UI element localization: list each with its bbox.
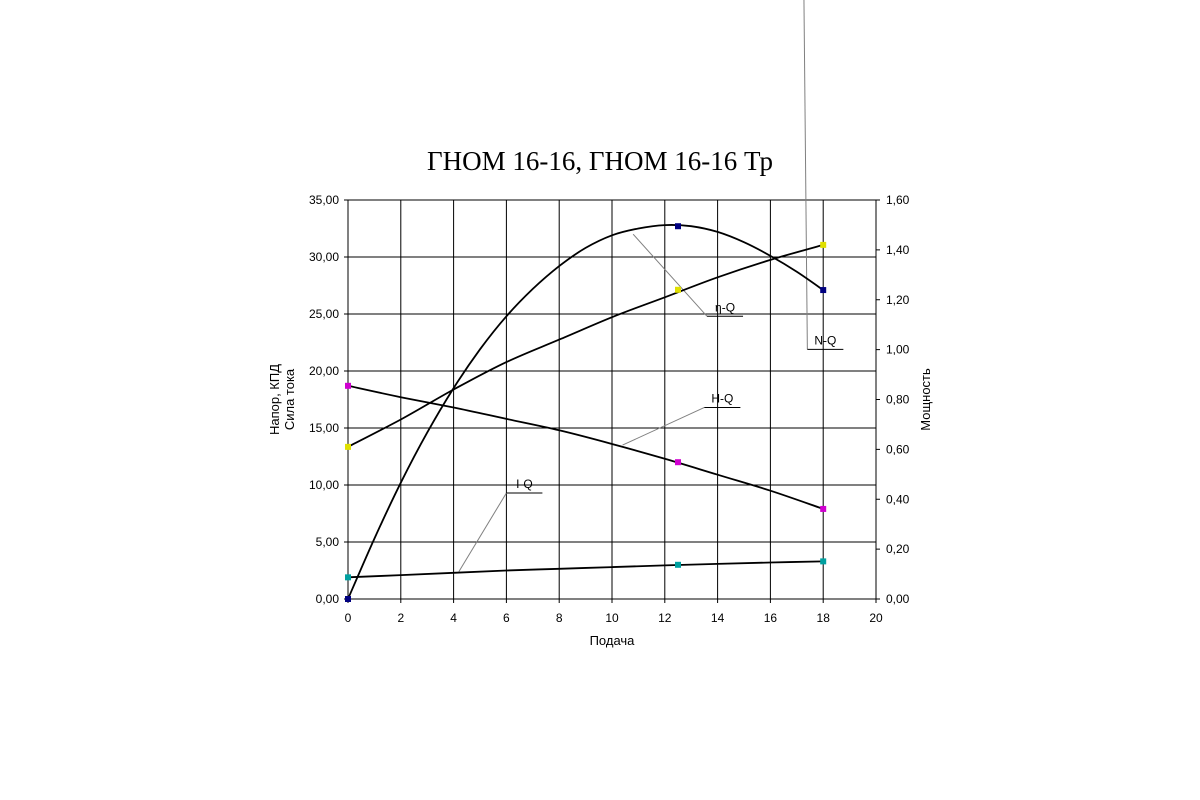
series-line-n-q: [347, 244, 824, 448]
y-right-tick-label: 1,20: [886, 293, 910, 307]
y-left-tick-label: 35,00: [309, 193, 339, 207]
y-left-axis-title-line1: Напор, КПД: [267, 364, 282, 435]
x-axis-title: Подача: [590, 633, 636, 648]
chart-title: ГНОМ 16-16, ГНОМ 16-16 Тр: [427, 146, 773, 176]
y-right-tick-label: 0,60: [886, 442, 910, 456]
y-right-tick-label: 1,00: [886, 343, 910, 357]
leader-line-h-q: [622, 407, 705, 446]
data-point-h-q: [820, 505, 827, 512]
x-tick-label: 0: [345, 611, 352, 625]
data-point-eta-q: [345, 596, 351, 602]
y-left-tick-label: 5,00: [316, 535, 340, 549]
y-right-tick-label: 0,40: [886, 492, 910, 506]
x-tick-label: 18: [817, 611, 831, 625]
series-curves: [347, 224, 824, 600]
x-tick-label: 20: [869, 611, 883, 625]
y-left-tick-label: 15,00: [309, 421, 339, 435]
x-tick-label: 10: [605, 611, 619, 625]
y-right-tick-label: 1,60: [886, 193, 910, 207]
data-point-i-q: [675, 561, 681, 568]
grid: [348, 200, 876, 599]
x-tick-label: 2: [397, 611, 404, 625]
x-tick-label: 16: [764, 611, 778, 625]
series-line-eta-q: [347, 224, 824, 600]
y-left-tick-label: 20,00: [309, 364, 339, 378]
curve-label-n-q: N-Q: [814, 333, 836, 347]
data-point-n-q: [820, 241, 827, 248]
y-left-axis-title-line2: Сила тока: [282, 368, 297, 430]
y-left-tick-label: 30,00: [309, 250, 339, 264]
y-right-tick-label: 1,40: [886, 243, 910, 257]
y-right-tick-label: 0,20: [886, 542, 910, 556]
data-point-eta-q: [820, 287, 827, 294]
series-line-h-q: [347, 384, 824, 510]
y-left-tick-label: 0,00: [316, 592, 340, 606]
data-point-n-q: [345, 443, 351, 450]
data-point-h-q: [675, 459, 681, 466]
y-right-tick-label: 0,80: [886, 393, 910, 407]
series-markers: [345, 223, 827, 602]
series-line-i-q: [347, 560, 824, 579]
x-tick-label: 4: [450, 611, 457, 625]
data-point-n-q: [675, 286, 681, 293]
tick-labels: 0 2 4 6 8 10 12 14 16 18 200,005,0010,0015,0020,00…: [309, 193, 910, 625]
data-point-h-q: [345, 382, 351, 389]
data-point-i-q: [345, 574, 351, 581]
curve-labels: η-Q N-Q H-Q I-Q: [516, 300, 836, 491]
y-left-tick-label: 25,00: [309, 307, 339, 321]
y-right-tick-label: 0,00: [886, 592, 910, 606]
curve-label-h-q: H-Q: [711, 391, 733, 405]
leader-line-eta-q: [632, 233, 708, 317]
x-tick-label: 14: [711, 611, 725, 625]
leader-lines: [458, 0, 844, 572]
curve-label-eta-q: η-Q: [715, 300, 735, 314]
leader-line-i-q: [458, 492, 507, 572]
leader-line-n-q: [803, 0, 808, 350]
data-point-eta-q: [675, 223, 681, 230]
x-tick-label: 12: [658, 611, 672, 625]
y-right-axis-title: Мощность: [918, 368, 933, 431]
y-left-tick-label: 10,00: [309, 478, 339, 492]
x-tick-label: 8: [556, 611, 563, 625]
x-tick-label: 6: [503, 611, 510, 625]
data-point-i-q: [820, 558, 827, 565]
curve-label-i-q: I-Q: [516, 477, 533, 491]
